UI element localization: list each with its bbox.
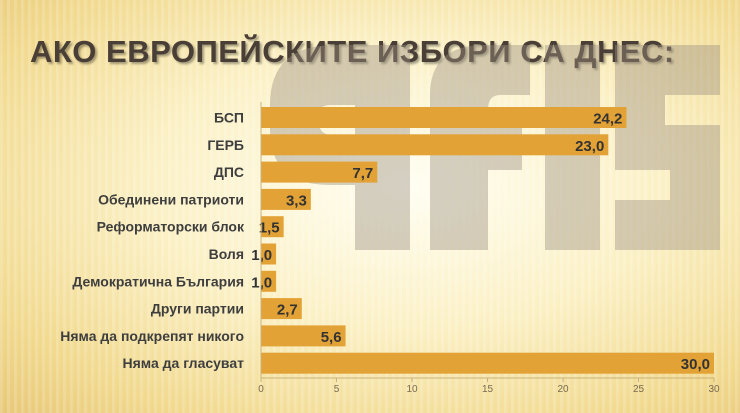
data-label: 24,2	[593, 111, 622, 128]
bar	[261, 161, 378, 183]
data-label: 30,0	[681, 356, 710, 373]
category-label: Обединени патриоти	[98, 191, 244, 207]
chart-title: АКО ЕВРОПЕЙСКИТЕ ИЗБОРИ СА ДНЕС:	[30, 34, 675, 69]
x-tick-label: 5	[334, 384, 340, 395]
bar	[261, 243, 277, 265]
data-label: 3,3	[286, 192, 307, 209]
bar	[261, 298, 302, 320]
category-label: Няма да подкрепят никого	[60, 328, 244, 344]
bar	[261, 107, 627, 128]
data-label: 1,0	[251, 247, 272, 264]
category-label: Воля	[209, 246, 244, 262]
data-label: 1,0	[251, 274, 272, 291]
x-tick-label: 25	[633, 384, 645, 395]
bar	[261, 216, 284, 238]
bar	[261, 352, 714, 374]
category-label: Демократична България	[72, 273, 244, 289]
data-label: 7,7	[352, 165, 373, 182]
bar	[261, 270, 277, 292]
category-label: Реформаторски блок	[97, 219, 245, 235]
data-label: 1,5	[259, 220, 280, 237]
data-label: 23,0	[575, 138, 604, 155]
x-tick-label: 30	[708, 384, 720, 395]
category-label: ГЕРБ	[207, 137, 244, 153]
x-tick-label: 10	[406, 384, 418, 395]
bar	[261, 325, 346, 347]
category-label: Други партии	[151, 301, 244, 317]
category-label: Няма да гласуват	[123, 355, 245, 371]
data-label: 5,6	[321, 329, 342, 346]
data-label: 2,7	[277, 302, 298, 319]
x-tick-label: 0	[258, 384, 264, 395]
bar	[261, 188, 311, 210]
category-label: ДПС	[214, 164, 244, 180]
x-tick-label: 15	[482, 384, 494, 395]
x-tick-label: 20	[557, 384, 569, 395]
category-label: БСП	[214, 110, 244, 126]
bar	[261, 134, 609, 156]
